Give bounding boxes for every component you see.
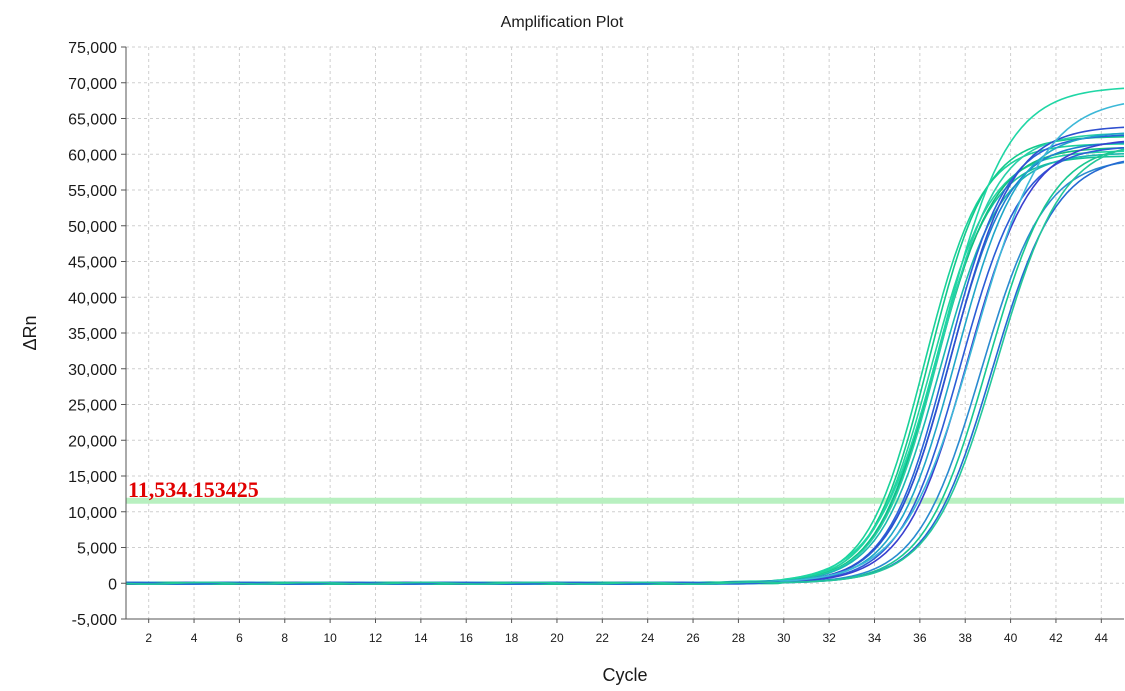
- grid: [126, 46, 1124, 620]
- y-tick-label: -5,000: [72, 612, 117, 629]
- amplification-curve: [125, 132, 1125, 585]
- threshold-label: 11,534.153425: [128, 477, 259, 502]
- y-tick-label: 20,000: [68, 433, 117, 450]
- x-tick-label: 18: [505, 631, 519, 645]
- x-tick-label: 4: [191, 631, 198, 645]
- y-tick-label: 45,000: [68, 255, 117, 272]
- amplification-curve: [125, 134, 1125, 585]
- x-tick-label: 20: [550, 631, 564, 645]
- y-axis-label: ΔRn: [20, 315, 40, 350]
- x-tick-labels: 2 4 6 8 10 12 14 16 18 20 22 24 26 28 30 32 34 36 38 40 42 44: [145, 631, 1108, 645]
- y-tick-labels: -5,000 0 5,000 10,000 15,000 20,000 25,000 30,0…: [68, 40, 117, 629]
- x-tick-label: 38: [959, 631, 973, 645]
- amplification-curve: [125, 132, 1125, 585]
- amplification-curve: [125, 136, 1125, 585]
- x-tick-label: 14: [414, 631, 428, 645]
- x-tick-label: 32: [822, 631, 836, 645]
- x-tick-label: 24: [641, 631, 655, 645]
- x-tick-label: 22: [596, 631, 610, 645]
- amplification-curve: [126, 126, 1125, 585]
- y-tick-label: 25,000: [68, 398, 117, 415]
- y-tick-label: 35,000: [68, 326, 117, 343]
- y-tick-label: 65,000: [68, 112, 117, 129]
- y-tick-label: 75,000: [68, 40, 117, 57]
- x-tick-label: 30: [777, 631, 791, 645]
- x-tick-label: 6: [236, 631, 243, 645]
- x-tick-label: 2: [145, 631, 152, 645]
- amplification-curve: [125, 160, 1125, 585]
- x-tick-label: 36: [913, 631, 927, 645]
- x-tick-label: 26: [686, 631, 700, 645]
- amplification-curve: [125, 148, 1125, 585]
- y-tick-label: 55,000: [68, 183, 117, 200]
- x-tick-label: 44: [1095, 631, 1109, 645]
- y-tick-label: 50,000: [68, 219, 117, 236]
- curves: [125, 87, 1125, 585]
- y-tick-label: 40,000: [68, 290, 117, 307]
- y-tick-label: 10,000: [68, 505, 117, 522]
- y-tick-label: 0: [108, 576, 117, 593]
- amplification-curve: [125, 155, 1125, 585]
- x-tick-label: 28: [732, 631, 746, 645]
- x-tick-label: 34: [868, 631, 882, 645]
- y-tick-label: 30,000: [68, 362, 117, 379]
- x-tick-label: 12: [369, 631, 383, 645]
- chart-title: Amplification Plot: [501, 14, 624, 31]
- y-tick-label: 70,000: [68, 76, 117, 93]
- amplification-curve: [125, 148, 1125, 585]
- y-tick-label: 60,000: [68, 147, 117, 164]
- x-tick-label: 16: [460, 631, 474, 645]
- y-tick-label: 15,000: [68, 469, 117, 486]
- x-tick-label: 10: [323, 631, 337, 645]
- x-tick-label: 8: [281, 631, 288, 645]
- x-tick-label: 40: [1004, 631, 1018, 645]
- x-tick-label: 42: [1049, 631, 1063, 645]
- axes: [121, 46, 1124, 623]
- amplification-curve: [125, 150, 1125, 585]
- y-tick-label: 5,000: [77, 541, 117, 558]
- x-axis-label: Cycle: [602, 665, 647, 685]
